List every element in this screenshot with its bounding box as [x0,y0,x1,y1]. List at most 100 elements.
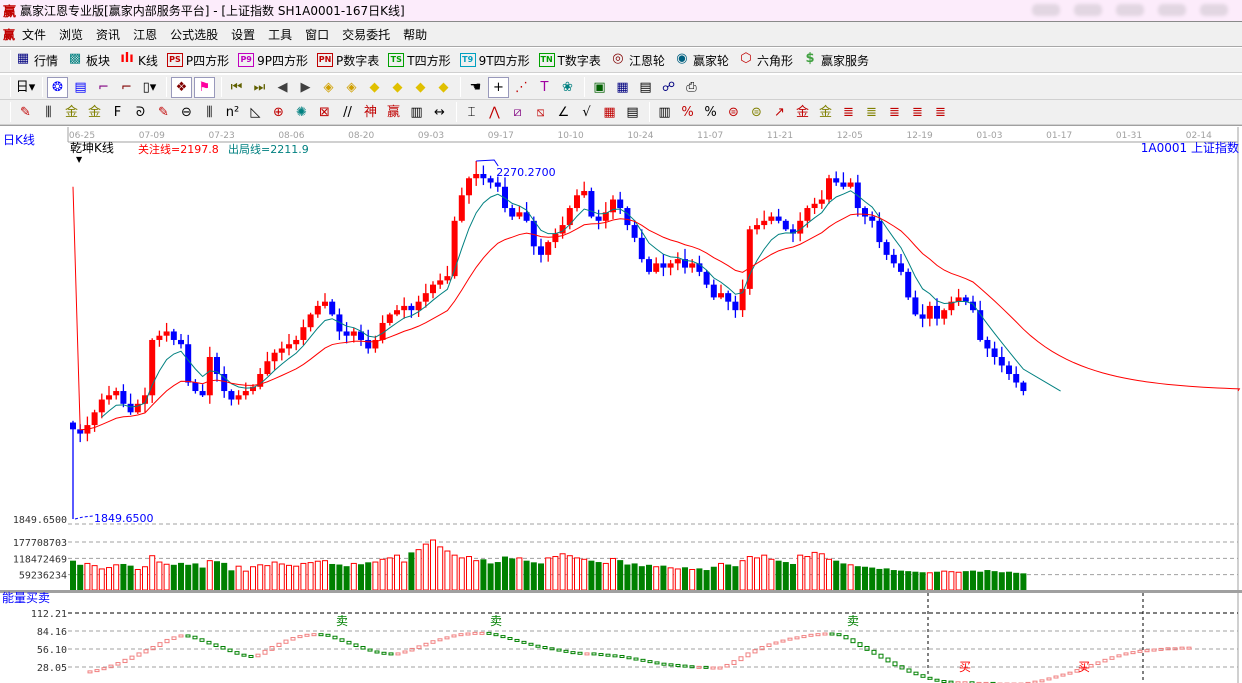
print-icon[interactable]: ⎙ [686,79,697,95]
v-icon[interactable]: √ [582,104,591,120]
candle-dropdown[interactable]: ▯▾ [142,79,157,95]
ring-icon[interactable]: ⊜ [728,104,739,120]
percent-icon[interactable]: % [704,104,717,120]
target-icon[interactable]: ⊕ [273,104,284,120]
indicator-name[interactable]: 乾坤K线 [70,141,114,155]
table-icon[interactable]: ▥ [658,104,671,120]
toolbar-button[interactable]: ◉ 赢家轮 [674,52,729,69]
fan-box2-icon[interactable]: ⧅ [536,104,545,120]
menu-item[interactable]: 工具 [268,27,293,42]
expand-h-icon[interactable]: ◆ [369,79,380,95]
gold3-icon[interactable]: 金 [795,104,809,120]
spiral-icon[interactable]: ᘐ [135,104,146,120]
menu-item[interactable]: 浏览 [59,27,84,42]
shrink-icon[interactable]: ◆ [392,79,403,95]
first-icon[interactable]: ⏮ [230,79,243,95]
lines2-icon[interactable]: ⫼ [206,104,213,120]
expand-all-icon[interactable]: ◆ [438,79,449,95]
toolbar-button[interactable]: PS P四方形 [166,52,229,69]
shen-icon[interactable]: 神 [363,104,377,120]
toolbar-button[interactable]: ◎ 江恩轮 [610,52,665,69]
line-set5-icon[interactable]: ≣ [935,104,946,120]
next-icon[interactable]: ▶ [300,79,311,95]
toolbar-button[interactable]: ▩ 板块 [67,52,110,69]
notes-icon[interactable]: ▤ [639,79,652,95]
toolbar-button[interactable]: $ 赢家服务 [802,52,869,69]
step9-icon[interactable]: ⌐ [121,79,132,95]
last-icon[interactable]: ⏭ [253,79,266,95]
kline-chart[interactable]: 06-25 07-09 07-23 08-06 08-20 09-03 09-17 10-10… [0,126,1242,683]
box-web-icon[interactable]: ⊠ [319,104,330,120]
menu-item[interactable]: 交易委托 [342,27,391,42]
line-set3-icon[interactable]: ≣ [889,104,900,120]
window-button[interactable] [1116,4,1144,16]
toolbar-button[interactable]: TN T数字表 [538,52,601,69]
toolbar-button[interactable]: P9 9P四方形 [238,52,308,69]
width-icon[interactable]: ↔ [434,104,445,120]
calendar-icon[interactable]: ▣ [593,79,606,95]
window-button[interactable] [1032,4,1060,16]
prev-icon[interactable]: ◀ [277,79,288,95]
menu-item[interactable]: 文件 [22,27,47,42]
toolbar-button[interactable]: TS T四方形 [388,52,451,69]
indicator-dropdown-icon[interactable]: ▼ [76,155,83,164]
arrow-up-icon[interactable]: ↗ [774,104,785,120]
network-icon[interactable]: ☍ [661,79,676,95]
gold4-icon[interactable]: 金 [818,104,832,120]
grid-icon[interactable]: ▦ [603,104,616,120]
fan-icon[interactable]: ⋀ [489,104,500,120]
bars-icon[interactable]: ▤ [626,104,639,120]
menu-item[interactable]: 帮助 [403,27,428,42]
clipboard-icon[interactable]: ▤ [74,79,87,95]
step3-icon[interactable]: ⌐ [98,79,109,95]
crosshair-icon[interactable]: + [488,76,509,98]
toolbar-button[interactable]: ⬡ 六角形 [738,52,793,69]
menu-item[interactable]: 窗口 [305,27,330,42]
menu-item[interactable]: 资讯 [96,27,121,42]
map-icon[interactable]: ❖ [171,76,192,98]
line-set2-icon[interactable]: ≣ [866,104,877,120]
period-label[interactable]: 日K线 [3,133,35,147]
gold2-icon[interactable]: 金 [87,104,101,120]
pen-icon[interactable]: ✎ [20,104,31,120]
lines-icon[interactable]: ⫼ [45,104,52,120]
line-set4-icon[interactable]: ≣ [912,104,923,120]
window-button[interactable] [1200,4,1228,16]
pattern-icon[interactable]: ❂ [47,76,68,98]
window-button[interactable] [1074,4,1102,16]
ying-icon[interactable]: 赢 [386,104,400,120]
menu-item[interactable]: 江恩 [133,27,158,42]
period-day-dropdown[interactable]: 日▾ [15,79,36,95]
percent-slash-icon[interactable]: % [681,104,694,120]
move-right-icon[interactable]: ◈ [346,79,357,95]
line-set-icon[interactable]: ≣ [843,104,854,120]
menu-item[interactable]: 公式选股 [170,27,219,42]
window-button[interactable] [1158,4,1186,16]
move-left-icon[interactable]: ◈ [323,79,334,95]
angle-icon[interactable]: ∠ [557,104,570,120]
fan-box-icon[interactable]: ⧄ [513,104,522,120]
toolbar-button[interactable]: ılı K线 [119,52,158,69]
box-icon[interactable]: ⌶ [467,104,476,120]
circle-icon[interactable]: ⊖ [181,104,192,120]
web-icon[interactable]: ✺ [296,104,307,120]
point-line-icon[interactable]: ⋰ [515,79,528,95]
flag-icon[interactable]: ⚑ [194,76,215,98]
ring2-icon[interactable]: ⊜ [751,104,762,120]
hand-icon[interactable]: ☚ [469,79,482,95]
t-shape-icon[interactable]: T [540,79,549,95]
brain-icon[interactable]: ❀ [562,79,573,95]
fib-icon[interactable]: F [113,104,122,120]
expand-v-icon[interactable]: ◆ [415,79,426,95]
ruler-icon[interactable]: ▥ [410,104,423,120]
triangle-icon[interactable]: ◺ [250,104,261,120]
calculator-icon[interactable]: ▦ [616,79,629,95]
slash-icon[interactable]: // [343,104,352,120]
menu-item[interactable]: 设置 [231,27,256,42]
n2-icon[interactable]: n² [225,104,240,120]
pen2-icon[interactable]: ✎ [158,104,169,120]
toolbar-button[interactable]: ▦ 行情 [15,52,58,69]
toolbar-button[interactable]: PN P数字表 [317,52,379,69]
gold-icon[interactable]: 金 [64,104,78,120]
chart-area[interactable]: 06-25 07-09 07-23 08-06 08-20 09-03 09-17 10-10… [0,125,1242,683]
